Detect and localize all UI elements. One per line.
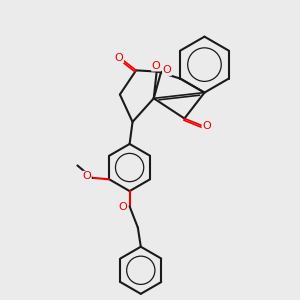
Text: O: O [202,121,211,131]
Text: O: O [82,171,91,182]
Text: O: O [115,53,123,63]
Text: O: O [152,61,161,71]
Text: O: O [119,202,128,212]
Text: O: O [163,65,171,75]
